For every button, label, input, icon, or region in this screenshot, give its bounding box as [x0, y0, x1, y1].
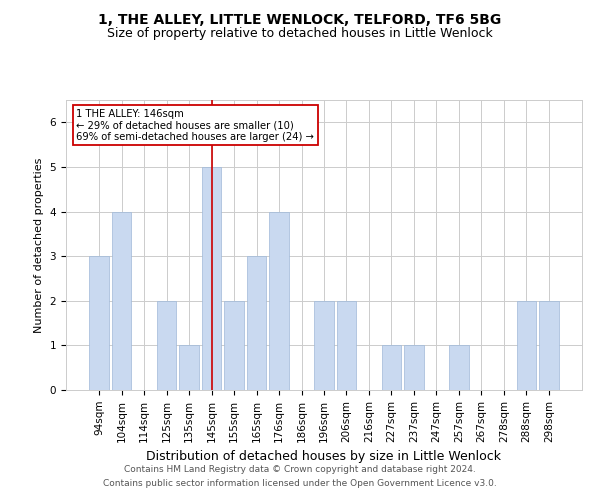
Bar — [404, 346, 424, 390]
Text: 1 THE ALLEY: 146sqm
← 29% of detached houses are smaller (10)
69% of semi-detach: 1 THE ALLEY: 146sqm ← 29% of detached ho… — [76, 108, 314, 142]
Bar — [247, 256, 266, 390]
Text: Size of property relative to detached houses in Little Wenlock: Size of property relative to detached ho… — [107, 28, 493, 40]
Bar — [157, 301, 176, 390]
Text: Contains HM Land Registry data © Crown copyright and database right 2024.
Contai: Contains HM Land Registry data © Crown c… — [103, 466, 497, 487]
Bar — [202, 167, 221, 390]
Bar — [179, 346, 199, 390]
Bar — [224, 301, 244, 390]
Bar — [89, 256, 109, 390]
Text: 1, THE ALLEY, LITTLE WENLOCK, TELFORD, TF6 5BG: 1, THE ALLEY, LITTLE WENLOCK, TELFORD, T… — [98, 12, 502, 26]
Bar — [337, 301, 356, 390]
Bar — [269, 212, 289, 390]
Bar — [517, 301, 536, 390]
Bar — [449, 346, 469, 390]
X-axis label: Distribution of detached houses by size in Little Wenlock: Distribution of detached houses by size … — [146, 450, 502, 463]
Bar — [314, 301, 334, 390]
Bar — [112, 212, 131, 390]
Bar — [539, 301, 559, 390]
Y-axis label: Number of detached properties: Number of detached properties — [34, 158, 44, 332]
Bar — [382, 346, 401, 390]
